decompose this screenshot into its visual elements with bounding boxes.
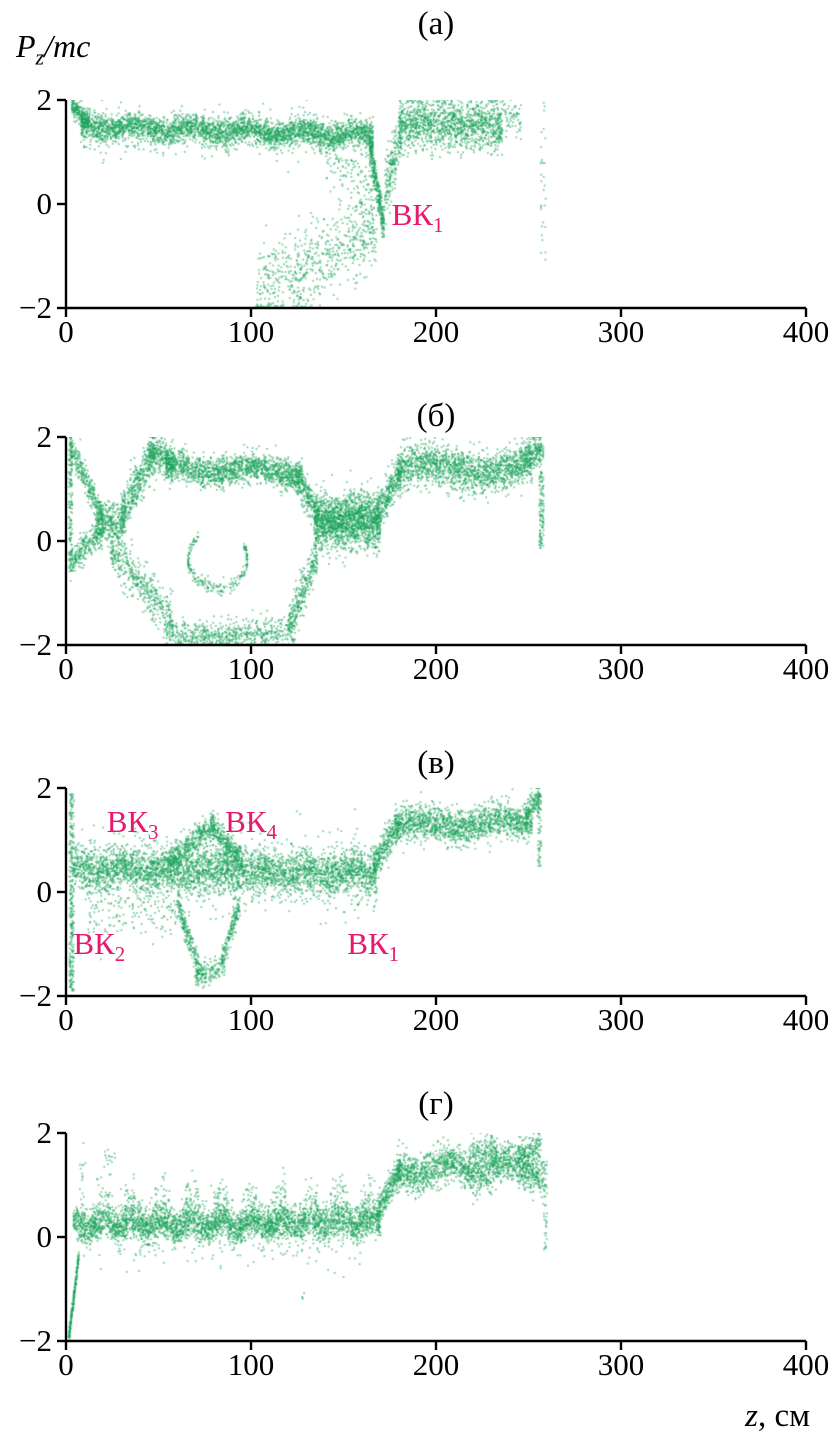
- x-tick-label: 300: [597, 1002, 645, 1037]
- plot-area-v: 2 0 −2 0 100 200 300 400 ВК3 ВК4 ВК2 ВК1: [19, 770, 829, 1037]
- x-tick-label: 400: [782, 1347, 830, 1382]
- plot-area-a: 2 0 −2 0 100 200 300 400 ВК1: [19, 82, 829, 349]
- panel-b: (б) 2 0 −2 0 100 200 300 400: [0, 362, 832, 705]
- y-axis-label-rest: /mc: [44, 28, 91, 64]
- x-tick-label: 100: [227, 314, 275, 349]
- x-axis-label-base: z: [745, 1398, 758, 1434]
- y-tick-label: 2: [36, 82, 53, 117]
- axes: [57, 1131, 808, 1350]
- x-axis-label: z, см: [745, 1398, 810, 1435]
- x-tick-label: 200: [412, 1002, 460, 1037]
- panel-v: (в) 2 0 −2 0 100 200 300 400 ВК3 ВК4 ВК2 ВК1: [0, 705, 832, 1050]
- annotation-vk3: ВК3: [106, 803, 159, 845]
- axes: [57, 786, 808, 1005]
- annotation-vk1: ВК1: [347, 926, 400, 967]
- y-tick-label: 2: [36, 1115, 53, 1150]
- y-tick-label: −2: [19, 627, 52, 662]
- x-tick-label: 100: [227, 1347, 275, 1382]
- x-tick-label: 300: [597, 314, 645, 349]
- y-tick-label: 2: [36, 770, 53, 805]
- y-axis-label-base: P: [16, 28, 36, 64]
- x-tick-label: 100: [227, 651, 275, 686]
- plot-area-b: 2 0 −2 0 100 200 300 400: [19, 419, 829, 686]
- x-tick-label: 200: [412, 314, 460, 349]
- x-tick-label: 0: [58, 314, 74, 349]
- y-tick-label: −2: [19, 290, 52, 325]
- x-tick-label: 300: [597, 651, 645, 686]
- plot-area-g: 2 0 −2 0 100 200 300 400: [19, 1115, 829, 1382]
- x-tick-label: 0: [58, 651, 74, 686]
- y-tick-label: 0: [36, 874, 53, 909]
- y-tick-label: −2: [19, 978, 52, 1013]
- y-axis-label: Pz/mc: [16, 28, 90, 70]
- annotation-vk2: ВК2: [73, 926, 126, 967]
- scatter-canvas-b: [66, 437, 806, 645]
- y-axis-label-sub: z: [35, 44, 45, 70]
- x-tick-label: 300: [597, 1347, 645, 1382]
- panel-v-title: (в): [417, 745, 455, 781]
- panel-g-title: (г): [418, 1086, 454, 1122]
- annotation-vk4: ВК4: [225, 803, 277, 845]
- x-tick-label: 0: [58, 1002, 74, 1037]
- x-tick-label: 400: [782, 651, 830, 686]
- annotation-vk1: ВК1: [391, 196, 444, 237]
- scatter-canvas-a: [66, 100, 806, 308]
- x-tick-label: 400: [782, 314, 830, 349]
- axes: [57, 435, 808, 654]
- x-tick-label: 100: [227, 1002, 275, 1037]
- x-tick-label: 200: [412, 1347, 460, 1382]
- y-tick-label: 0: [36, 1219, 53, 1254]
- y-tick-label: 2: [36, 419, 53, 454]
- scatter-canvas-g: [66, 1133, 806, 1341]
- panel-b-title: (б): [416, 398, 456, 434]
- axes: [57, 98, 808, 317]
- x-tick-label: 0: [58, 1347, 74, 1382]
- scatter-canvas-v: [66, 788, 806, 996]
- panel-g: (г) 2 0 −2 0 100 200 300 400: [0, 1050, 832, 1450]
- panel-a-title: (а): [417, 6, 455, 42]
- x-tick-label: 400: [782, 1002, 830, 1037]
- x-axis-label-rest: , см: [757, 1398, 810, 1434]
- y-tick-label: −2: [19, 1323, 52, 1358]
- y-tick-label: 0: [36, 523, 53, 558]
- x-tick-label: 200: [412, 651, 460, 686]
- panel-a: (а) 2 0 −2 0 100 200 300 400 ВК1: [0, 0, 832, 362]
- y-tick-label: 0: [36, 186, 53, 221]
